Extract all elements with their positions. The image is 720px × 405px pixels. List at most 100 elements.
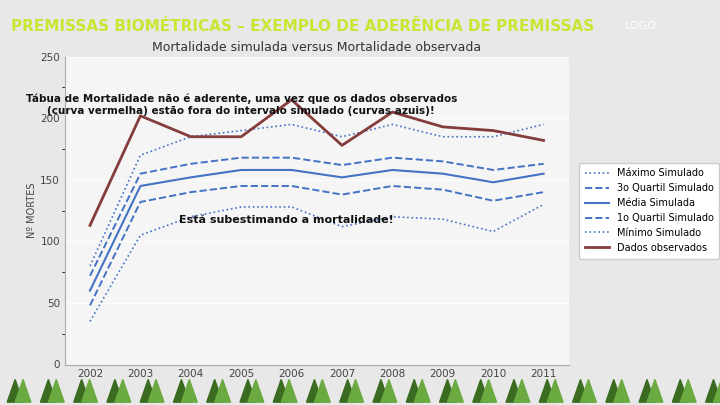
Polygon shape bbox=[613, 379, 629, 402]
Line: 3o Quartil Simulado: 3o Quartil Simulado bbox=[90, 158, 544, 276]
Polygon shape bbox=[606, 379, 621, 402]
Polygon shape bbox=[481, 379, 497, 402]
Dados observados bbox=[86, 223, 94, 228]
Mínimo Simulado bbox=[237, 205, 246, 209]
Dados observados bbox=[539, 138, 548, 143]
Polygon shape bbox=[381, 379, 397, 402]
3o Quartil Simulado bbox=[438, 159, 447, 164]
Polygon shape bbox=[240, 379, 256, 402]
Mínimo Simulado bbox=[287, 205, 296, 209]
Mínimo Simulado bbox=[438, 217, 447, 222]
Polygon shape bbox=[406, 379, 422, 402]
Mínimo Simulado bbox=[186, 214, 195, 219]
1o Quartil Simulado bbox=[388, 183, 397, 188]
Mínimo Simulado bbox=[338, 224, 346, 229]
Média Simulada bbox=[186, 175, 195, 180]
Polygon shape bbox=[315, 379, 330, 402]
Polygon shape bbox=[307, 379, 323, 402]
3o Quartil Simulado bbox=[186, 161, 195, 166]
1o Quartil Simulado bbox=[237, 183, 246, 188]
Text: Está subestimando a mortalidade!: Está subestimando a mortalidade! bbox=[179, 215, 394, 225]
Dados observados bbox=[489, 128, 498, 133]
Polygon shape bbox=[439, 379, 455, 402]
3o Quartil Simulado bbox=[287, 155, 296, 160]
1o Quartil Simulado bbox=[338, 192, 346, 197]
Média Simulada bbox=[388, 168, 397, 173]
Média Simulada bbox=[136, 183, 145, 188]
Polygon shape bbox=[115, 379, 131, 402]
Line: 1o Quartil Simulado: 1o Quartil Simulado bbox=[90, 186, 544, 305]
1o Quartil Simulado bbox=[438, 187, 447, 192]
Dados observados bbox=[388, 110, 397, 115]
Dados observados bbox=[136, 113, 145, 118]
1o Quartil Simulado bbox=[287, 183, 296, 188]
Dados observados bbox=[186, 134, 195, 139]
Máximo Simulado bbox=[539, 122, 548, 127]
Dados observados bbox=[438, 124, 447, 129]
Dados observados bbox=[338, 143, 346, 148]
Máximo Simulado bbox=[287, 122, 296, 127]
Mínimo Simulado bbox=[86, 319, 94, 324]
Média Simulada bbox=[489, 180, 498, 185]
Y-axis label: Nº MORTES: Nº MORTES bbox=[27, 183, 37, 239]
Máximo Simulado bbox=[489, 134, 498, 139]
Legend: Máximo Simulado, 3o Quartil Simulado, Média Simulada, 1o Quartil Simulado, Mínim: Máximo Simulado, 3o Quartil Simulado, Mé… bbox=[579, 163, 719, 258]
Line: Máximo Simulado: Máximo Simulado bbox=[90, 124, 544, 266]
Polygon shape bbox=[447, 379, 463, 402]
Polygon shape bbox=[714, 379, 720, 402]
Máximo Simulado bbox=[86, 264, 94, 269]
Polygon shape bbox=[706, 379, 720, 402]
Polygon shape bbox=[340, 379, 356, 402]
Mínimo Simulado bbox=[388, 214, 397, 219]
Polygon shape bbox=[647, 379, 663, 402]
Dados observados bbox=[287, 97, 296, 102]
Polygon shape bbox=[40, 379, 56, 402]
Máximo Simulado bbox=[438, 134, 447, 139]
Polygon shape bbox=[174, 379, 189, 402]
Polygon shape bbox=[81, 379, 97, 402]
Polygon shape bbox=[539, 379, 555, 402]
Média Simulada bbox=[338, 175, 346, 180]
Média Simulada bbox=[539, 171, 548, 176]
Text: LOGO: LOGO bbox=[625, 21, 657, 31]
Polygon shape bbox=[514, 379, 530, 402]
1o Quartil Simulado bbox=[489, 198, 498, 203]
Mínimo Simulado bbox=[489, 229, 498, 234]
Polygon shape bbox=[148, 379, 164, 402]
Média Simulada bbox=[237, 168, 246, 173]
1o Quartil Simulado bbox=[539, 190, 548, 194]
Média Simulada bbox=[438, 171, 447, 176]
Text: Tábua de Mortalidade: Tábua de Mortalidade bbox=[241, 94, 356, 104]
Polygon shape bbox=[274, 379, 289, 402]
3o Quartil Simulado bbox=[237, 155, 246, 160]
Polygon shape bbox=[15, 379, 31, 402]
Line: Mínimo Simulado: Mínimo Simulado bbox=[90, 205, 544, 322]
3o Quartil Simulado bbox=[86, 273, 94, 278]
Máximo Simulado bbox=[338, 134, 346, 139]
Polygon shape bbox=[181, 379, 197, 402]
Polygon shape bbox=[282, 379, 297, 402]
Polygon shape bbox=[215, 379, 230, 402]
Máximo Simulado bbox=[388, 122, 397, 127]
Máximo Simulado bbox=[186, 134, 195, 139]
Line: Dados observados: Dados observados bbox=[90, 100, 544, 225]
Polygon shape bbox=[140, 379, 156, 402]
Polygon shape bbox=[373, 379, 389, 402]
Dados observados bbox=[237, 134, 246, 139]
3o Quartil Simulado bbox=[338, 163, 346, 168]
Polygon shape bbox=[248, 379, 264, 402]
Polygon shape bbox=[207, 379, 222, 402]
Máximo Simulado bbox=[136, 153, 145, 158]
Polygon shape bbox=[572, 379, 588, 402]
Polygon shape bbox=[547, 379, 563, 402]
Title: Mortalidade simulada versus Mortalidade observada: Mortalidade simulada versus Mortalidade … bbox=[152, 41, 482, 54]
Polygon shape bbox=[473, 379, 489, 402]
Polygon shape bbox=[7, 379, 23, 402]
Mínimo Simulado bbox=[539, 202, 548, 207]
Média Simulada bbox=[287, 168, 296, 173]
1o Quartil Simulado bbox=[86, 303, 94, 308]
Mínimo Simulado bbox=[136, 233, 145, 238]
Polygon shape bbox=[414, 379, 430, 402]
3o Quartil Simulado bbox=[539, 161, 548, 166]
3o Quartil Simulado bbox=[489, 168, 498, 173]
